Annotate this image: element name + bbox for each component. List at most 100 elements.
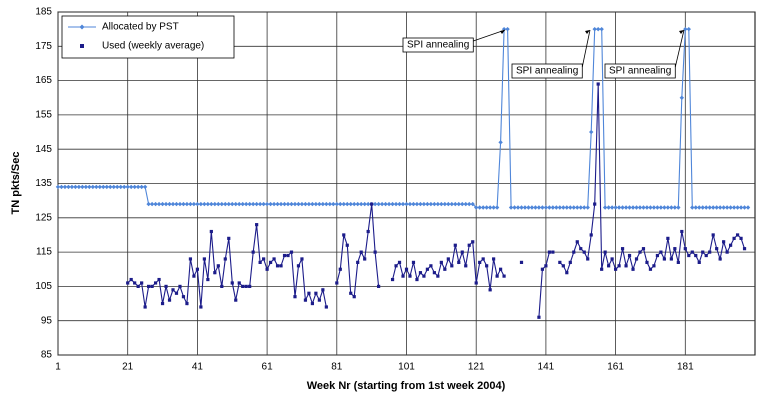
annotation-arrow <box>674 29 685 68</box>
point <box>373 250 377 254</box>
point <box>547 205 552 210</box>
point <box>659 250 663 254</box>
point <box>272 257 276 261</box>
point <box>359 250 363 254</box>
point <box>334 201 339 207</box>
legend-label: Allocated by PST <box>102 22 179 33</box>
point <box>673 247 677 251</box>
point <box>467 243 471 247</box>
point <box>662 257 666 261</box>
point <box>735 233 740 237</box>
point <box>296 264 301 268</box>
annotation-box <box>604 63 676 79</box>
point <box>370 202 374 206</box>
y-tick-label: 105 <box>35 281 52 292</box>
point <box>386 201 392 207</box>
point <box>432 271 436 275</box>
annotation: SPI annealing <box>604 29 685 79</box>
point <box>69 184 75 190</box>
point <box>449 201 455 207</box>
point <box>212 201 218 207</box>
point <box>365 201 371 207</box>
point <box>379 201 385 207</box>
point <box>614 267 618 271</box>
point <box>638 250 642 254</box>
point <box>352 201 357 207</box>
point <box>575 240 579 244</box>
point <box>206 277 210 282</box>
point <box>164 284 168 288</box>
point <box>167 298 172 302</box>
point <box>565 271 569 275</box>
point <box>550 205 556 210</box>
point <box>404 267 409 271</box>
point <box>679 95 685 100</box>
point <box>195 201 200 207</box>
point <box>742 247 747 251</box>
point <box>358 201 364 207</box>
point <box>536 205 542 210</box>
point <box>666 236 670 240</box>
point <box>526 205 531 210</box>
point <box>128 184 134 190</box>
point <box>255 223 259 227</box>
point <box>718 257 722 261</box>
point <box>101 184 106 190</box>
point <box>547 250 551 254</box>
point <box>213 271 217 275</box>
point <box>243 201 249 207</box>
point <box>310 301 315 306</box>
point <box>561 264 565 268</box>
point <box>118 184 123 190</box>
point <box>258 260 262 264</box>
point <box>533 205 538 210</box>
point <box>589 129 594 135</box>
point <box>352 295 356 299</box>
point <box>341 201 346 207</box>
y-axis-title: TN pkts/Sec <box>10 152 22 215</box>
x-tick-label: 61 <box>262 362 274 373</box>
point <box>742 205 747 210</box>
point <box>655 253 660 258</box>
point <box>335 281 339 285</box>
point <box>355 201 360 207</box>
point <box>104 184 109 190</box>
y-tick-label: 145 <box>35 144 52 155</box>
point <box>467 201 472 207</box>
point <box>237 201 242 207</box>
point <box>192 274 196 278</box>
point <box>198 201 204 207</box>
point <box>568 260 572 264</box>
legend-marker <box>80 44 84 48</box>
point <box>641 247 646 251</box>
point <box>66 184 71 190</box>
point <box>177 201 183 207</box>
point <box>717 205 723 210</box>
legend-box <box>61 15 235 59</box>
point <box>519 205 524 210</box>
point <box>544 264 548 268</box>
point <box>568 205 573 210</box>
y-tick-label: 165 <box>35 75 52 86</box>
point <box>122 184 127 190</box>
point <box>613 205 618 210</box>
point <box>480 205 486 210</box>
point <box>498 267 503 271</box>
point <box>181 201 186 207</box>
point <box>226 201 231 207</box>
point <box>522 205 528 210</box>
point <box>662 205 667 210</box>
point <box>610 257 614 261</box>
point <box>627 253 632 258</box>
point <box>310 201 315 207</box>
point <box>600 267 604 271</box>
point <box>616 205 622 210</box>
point <box>115 184 120 190</box>
point <box>303 201 308 207</box>
point <box>683 26 688 32</box>
point <box>87 184 92 190</box>
annotation-box <box>402 37 474 53</box>
x-tick-label: 141 <box>538 362 555 373</box>
point <box>564 205 570 210</box>
point <box>407 201 413 207</box>
